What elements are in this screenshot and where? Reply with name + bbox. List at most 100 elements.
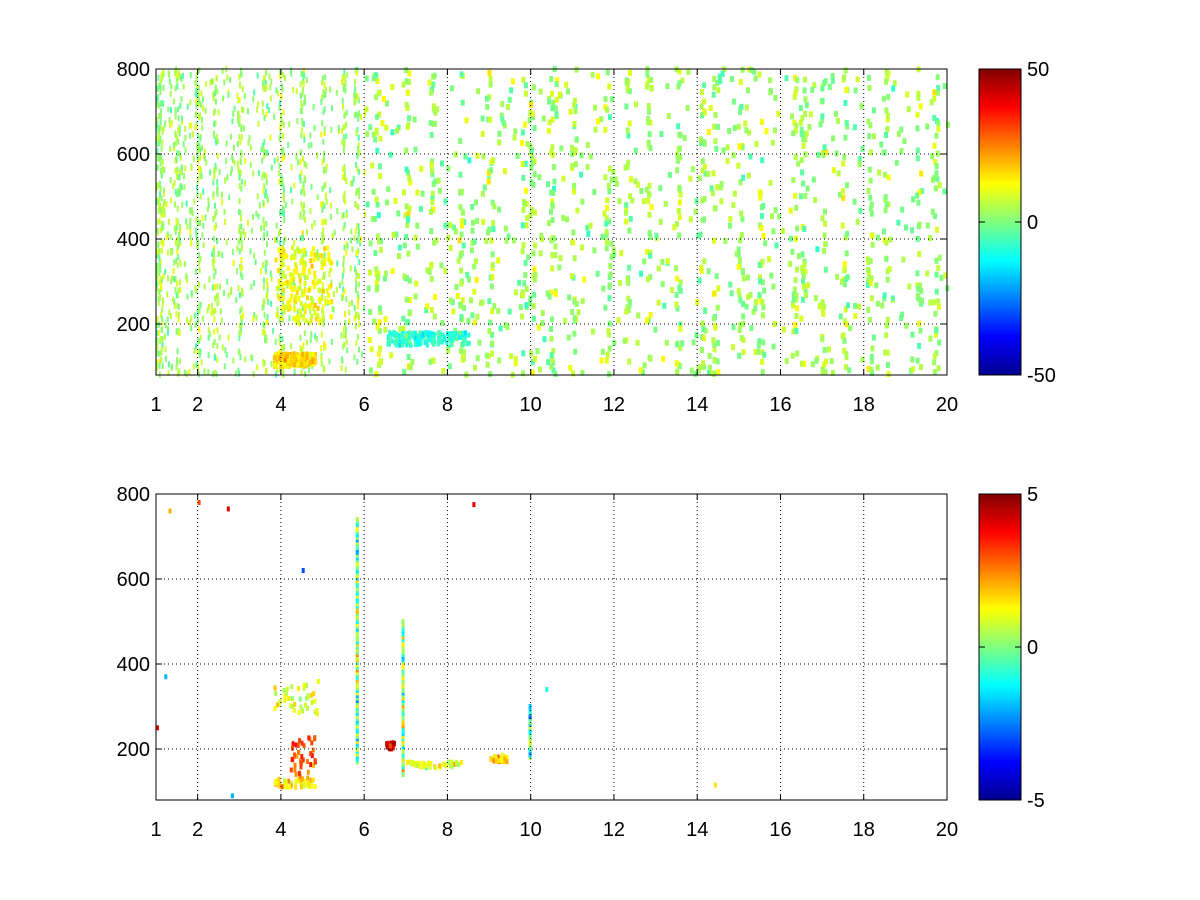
heatmap-cell — [536, 324, 541, 331]
heatmap-cell — [802, 360, 807, 367]
heatmap-cell — [702, 82, 707, 89]
heatmap-cell — [401, 682, 405, 688]
heatmap-cell — [269, 84, 272, 91]
heatmap-cell — [157, 127, 160, 134]
heatmap-cell — [899, 126, 904, 133]
heatmap-cell — [413, 342, 417, 348]
heatmap-cell — [308, 351, 312, 357]
heatmap-cell — [448, 331, 452, 337]
heatmap-cell — [262, 142, 264, 149]
heatmap-cell — [207, 352, 210, 359]
heatmap-cell — [737, 143, 742, 150]
heatmap-cell — [843, 306, 848, 313]
heatmap-cell — [203, 368, 206, 375]
heatmap-cell — [212, 130, 215, 137]
heatmap-cell — [365, 201, 370, 208]
heatmap-cell — [318, 278, 322, 284]
heatmap-cell — [318, 299, 322, 305]
heatmap-cell — [355, 687, 359, 693]
heatmap-cell — [869, 295, 874, 302]
heatmap-cell — [570, 162, 575, 169]
heatmap-cell — [304, 216, 307, 223]
heatmap-cell — [330, 260, 334, 266]
heatmap-cell — [200, 173, 203, 180]
heatmap-cell — [181, 115, 183, 122]
heatmap-cell — [266, 196, 269, 203]
heatmap-cell — [300, 740, 304, 746]
heatmap-cell — [307, 142, 310, 149]
heatmap-cell — [288, 784, 292, 790]
heatmap-cell — [571, 229, 576, 236]
heatmap-cell — [212, 78, 215, 85]
heatmap-cell — [791, 130, 796, 137]
heatmap-cell — [611, 247, 616, 254]
heatmap-cell — [592, 247, 597, 254]
heatmap-cell — [301, 351, 305, 357]
heatmap-cell — [335, 287, 338, 293]
heatmap-cell — [814, 357, 819, 364]
heatmap-cell — [343, 164, 346, 171]
heatmap-cell — [302, 235, 304, 241]
heatmap-cell — [448, 245, 453, 251]
heatmap-cell — [433, 178, 438, 185]
heatmap-cell — [225, 140, 228, 147]
heatmap-cell — [867, 316, 872, 323]
heatmap-cell — [217, 251, 220, 257]
heatmap-cell — [731, 202, 736, 209]
heatmap-cell — [188, 368, 191, 375]
heatmap-cell — [528, 212, 533, 219]
heatmap-cell — [470, 204, 475, 210]
heatmap-cell — [427, 336, 431, 342]
heatmap-cell — [181, 119, 183, 125]
heatmap-cell — [425, 340, 429, 346]
heatmap-cell — [869, 358, 874, 365]
heatmap-cell — [184, 165, 187, 172]
heatmap-cell — [176, 348, 179, 355]
heatmap-cell — [233, 105, 236, 112]
heatmap-cell — [239, 82, 242, 89]
heatmap-cell — [302, 185, 304, 191]
heatmap-cell — [793, 127, 798, 134]
heatmap-cell — [208, 304, 210, 310]
heatmap-cell — [800, 115, 805, 121]
heatmap-cell — [158, 133, 161, 139]
heatmap-cell — [761, 304, 766, 311]
colorbar-tick-label: -50 — [1027, 365, 1056, 387]
heatmap-cell — [419, 165, 424, 172]
heatmap-cell — [482, 184, 487, 191]
heatmap-cell — [625, 79, 629, 86]
heatmap-cell — [226, 174, 229, 181]
heatmap-cell — [212, 215, 215, 222]
heatmap-cell — [198, 252, 201, 259]
heatmap-cell — [401, 708, 405, 714]
heatmap-cell — [715, 124, 720, 130]
heatmap-cell — [925, 270, 930, 277]
heatmap-cell — [795, 77, 800, 84]
heatmap-cell — [936, 265, 941, 271]
heatmap-cell — [758, 274, 762, 281]
heatmap-cell — [279, 209, 281, 216]
heatmap-cell — [212, 95, 215, 102]
heatmap-cell — [264, 336, 266, 343]
heatmap-cell — [239, 169, 242, 176]
heatmap-cell — [287, 778, 290, 784]
heatmap-cell — [194, 285, 197, 292]
heatmap-cell — [292, 286, 296, 292]
heatmap-cell — [162, 224, 165, 230]
heatmap-cell — [390, 129, 395, 136]
heatmap-cell — [315, 708, 319, 714]
heatmap-cell — [213, 172, 216, 179]
heatmap-cell — [180, 96, 183, 103]
heatmap-cell — [406, 216, 411, 223]
heatmap-cell — [316, 254, 320, 260]
heatmap-cell — [242, 125, 245, 132]
heatmap-cell — [406, 210, 411, 217]
heatmap-cell — [309, 302, 313, 308]
heatmap-cell — [212, 179, 215, 186]
heatmap-cell — [709, 185, 714, 192]
heatmap-cell — [196, 133, 199, 139]
heatmap-cell — [156, 316, 159, 323]
heatmap-cell — [628, 176, 633, 183]
heatmap-cell — [756, 348, 761, 355]
heatmap-cell — [799, 315, 804, 322]
